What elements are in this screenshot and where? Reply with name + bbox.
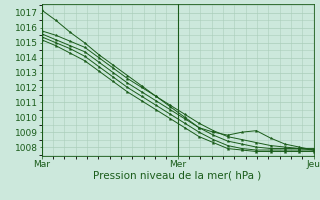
X-axis label: Pression niveau de la mer( hPa ): Pression niveau de la mer( hPa ) [93, 171, 262, 181]
